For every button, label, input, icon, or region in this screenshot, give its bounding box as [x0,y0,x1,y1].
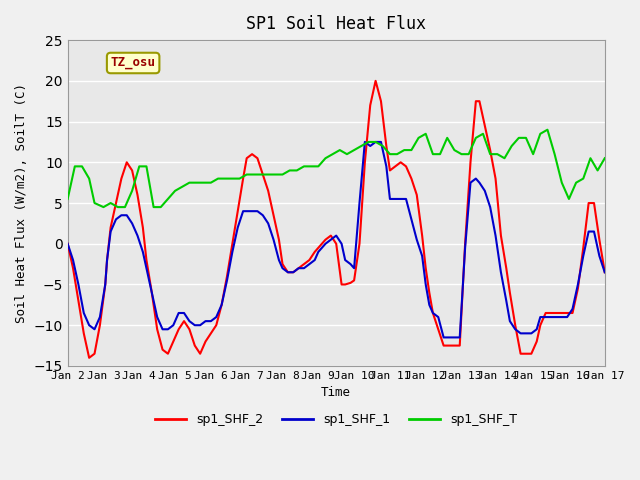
Legend: sp1_SHF_2, sp1_SHF_1, sp1_SHF_T: sp1_SHF_2, sp1_SHF_1, sp1_SHF_T [150,408,522,432]
X-axis label: Time: Time [321,386,351,399]
Y-axis label: Soil Heat Flux (W/m2), SoilT (C): Soil Heat Flux (W/m2), SoilT (C) [15,83,28,323]
Title: SP1 Soil Heat Flux: SP1 Soil Heat Flux [246,15,426,33]
Text: TZ_osu: TZ_osu [111,57,156,70]
